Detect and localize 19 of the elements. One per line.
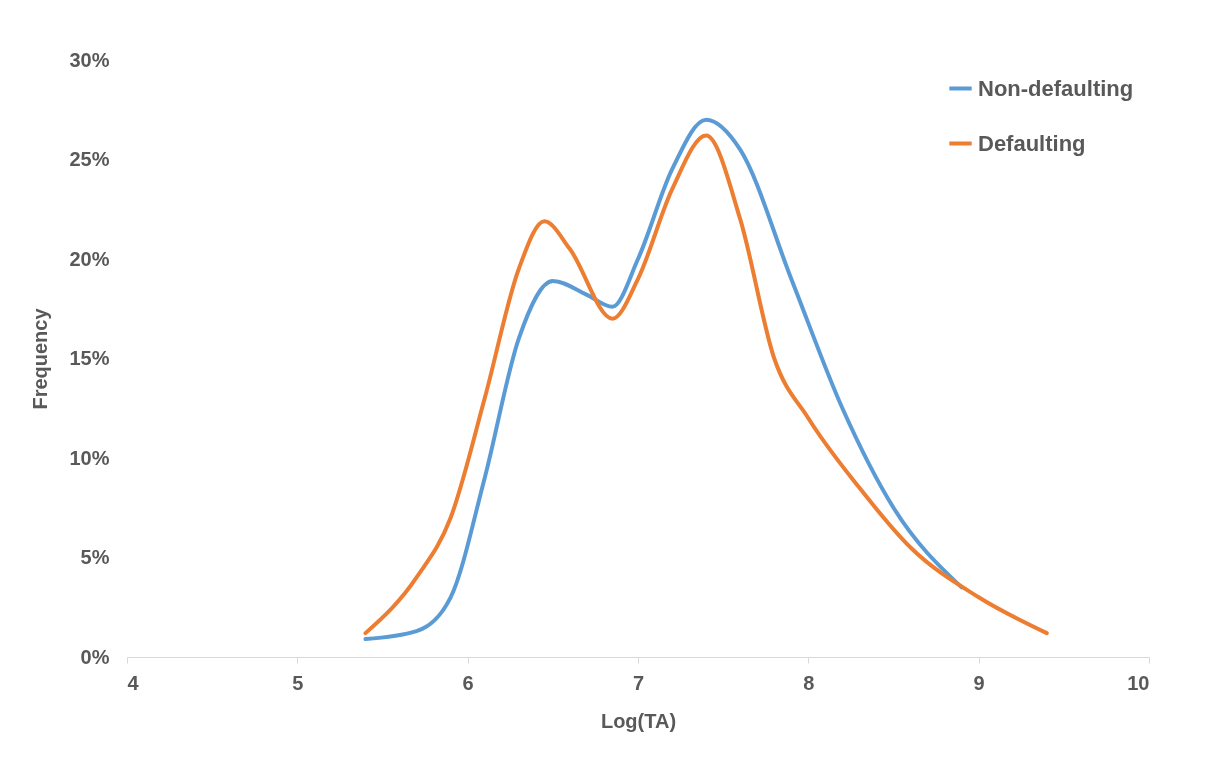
legend-label: Defaulting — [978, 130, 1086, 156]
x-tick-label: 5 — [292, 671, 304, 694]
x-tick-label: 10 — [1127, 671, 1150, 694]
x-tick-label: 7 — [632, 671, 645, 694]
y-tick-label: 10% — [69, 446, 110, 469]
x-axis-title: Log(TA) — [600, 709, 677, 732]
legend-label: Non-defaulting — [978, 75, 1134, 101]
x-tick-label: 9 — [973, 671, 985, 694]
x-tick-label: 6 — [462, 671, 474, 694]
y-tick-label: 30% — [69, 48, 110, 71]
x-tick-label: 4 — [127, 671, 140, 694]
y-tick-label: 5% — [80, 546, 110, 568]
x-tick-label: 8 — [803, 671, 815, 694]
y-tick-label: 15% — [69, 347, 110, 369]
line-series — [363, 117, 964, 642]
y-tick-label: 0% — [80, 645, 110, 668]
y-tick-label: 20% — [69, 247, 110, 270]
y-tick-label: 25% — [69, 148, 110, 170]
y-axis-title: Frequency — [29, 307, 52, 410]
